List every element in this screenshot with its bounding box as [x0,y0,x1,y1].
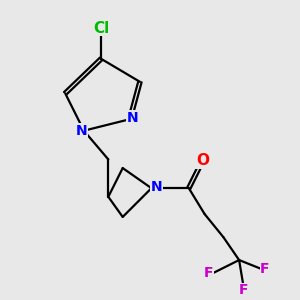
Text: F: F [260,262,270,276]
Text: O: O [196,153,209,168]
Text: N: N [126,111,138,125]
Text: F: F [239,283,248,297]
Text: N: N [76,124,87,138]
Text: N: N [151,180,162,194]
Text: F: F [204,266,214,280]
Text: Cl: Cl [93,21,109,36]
